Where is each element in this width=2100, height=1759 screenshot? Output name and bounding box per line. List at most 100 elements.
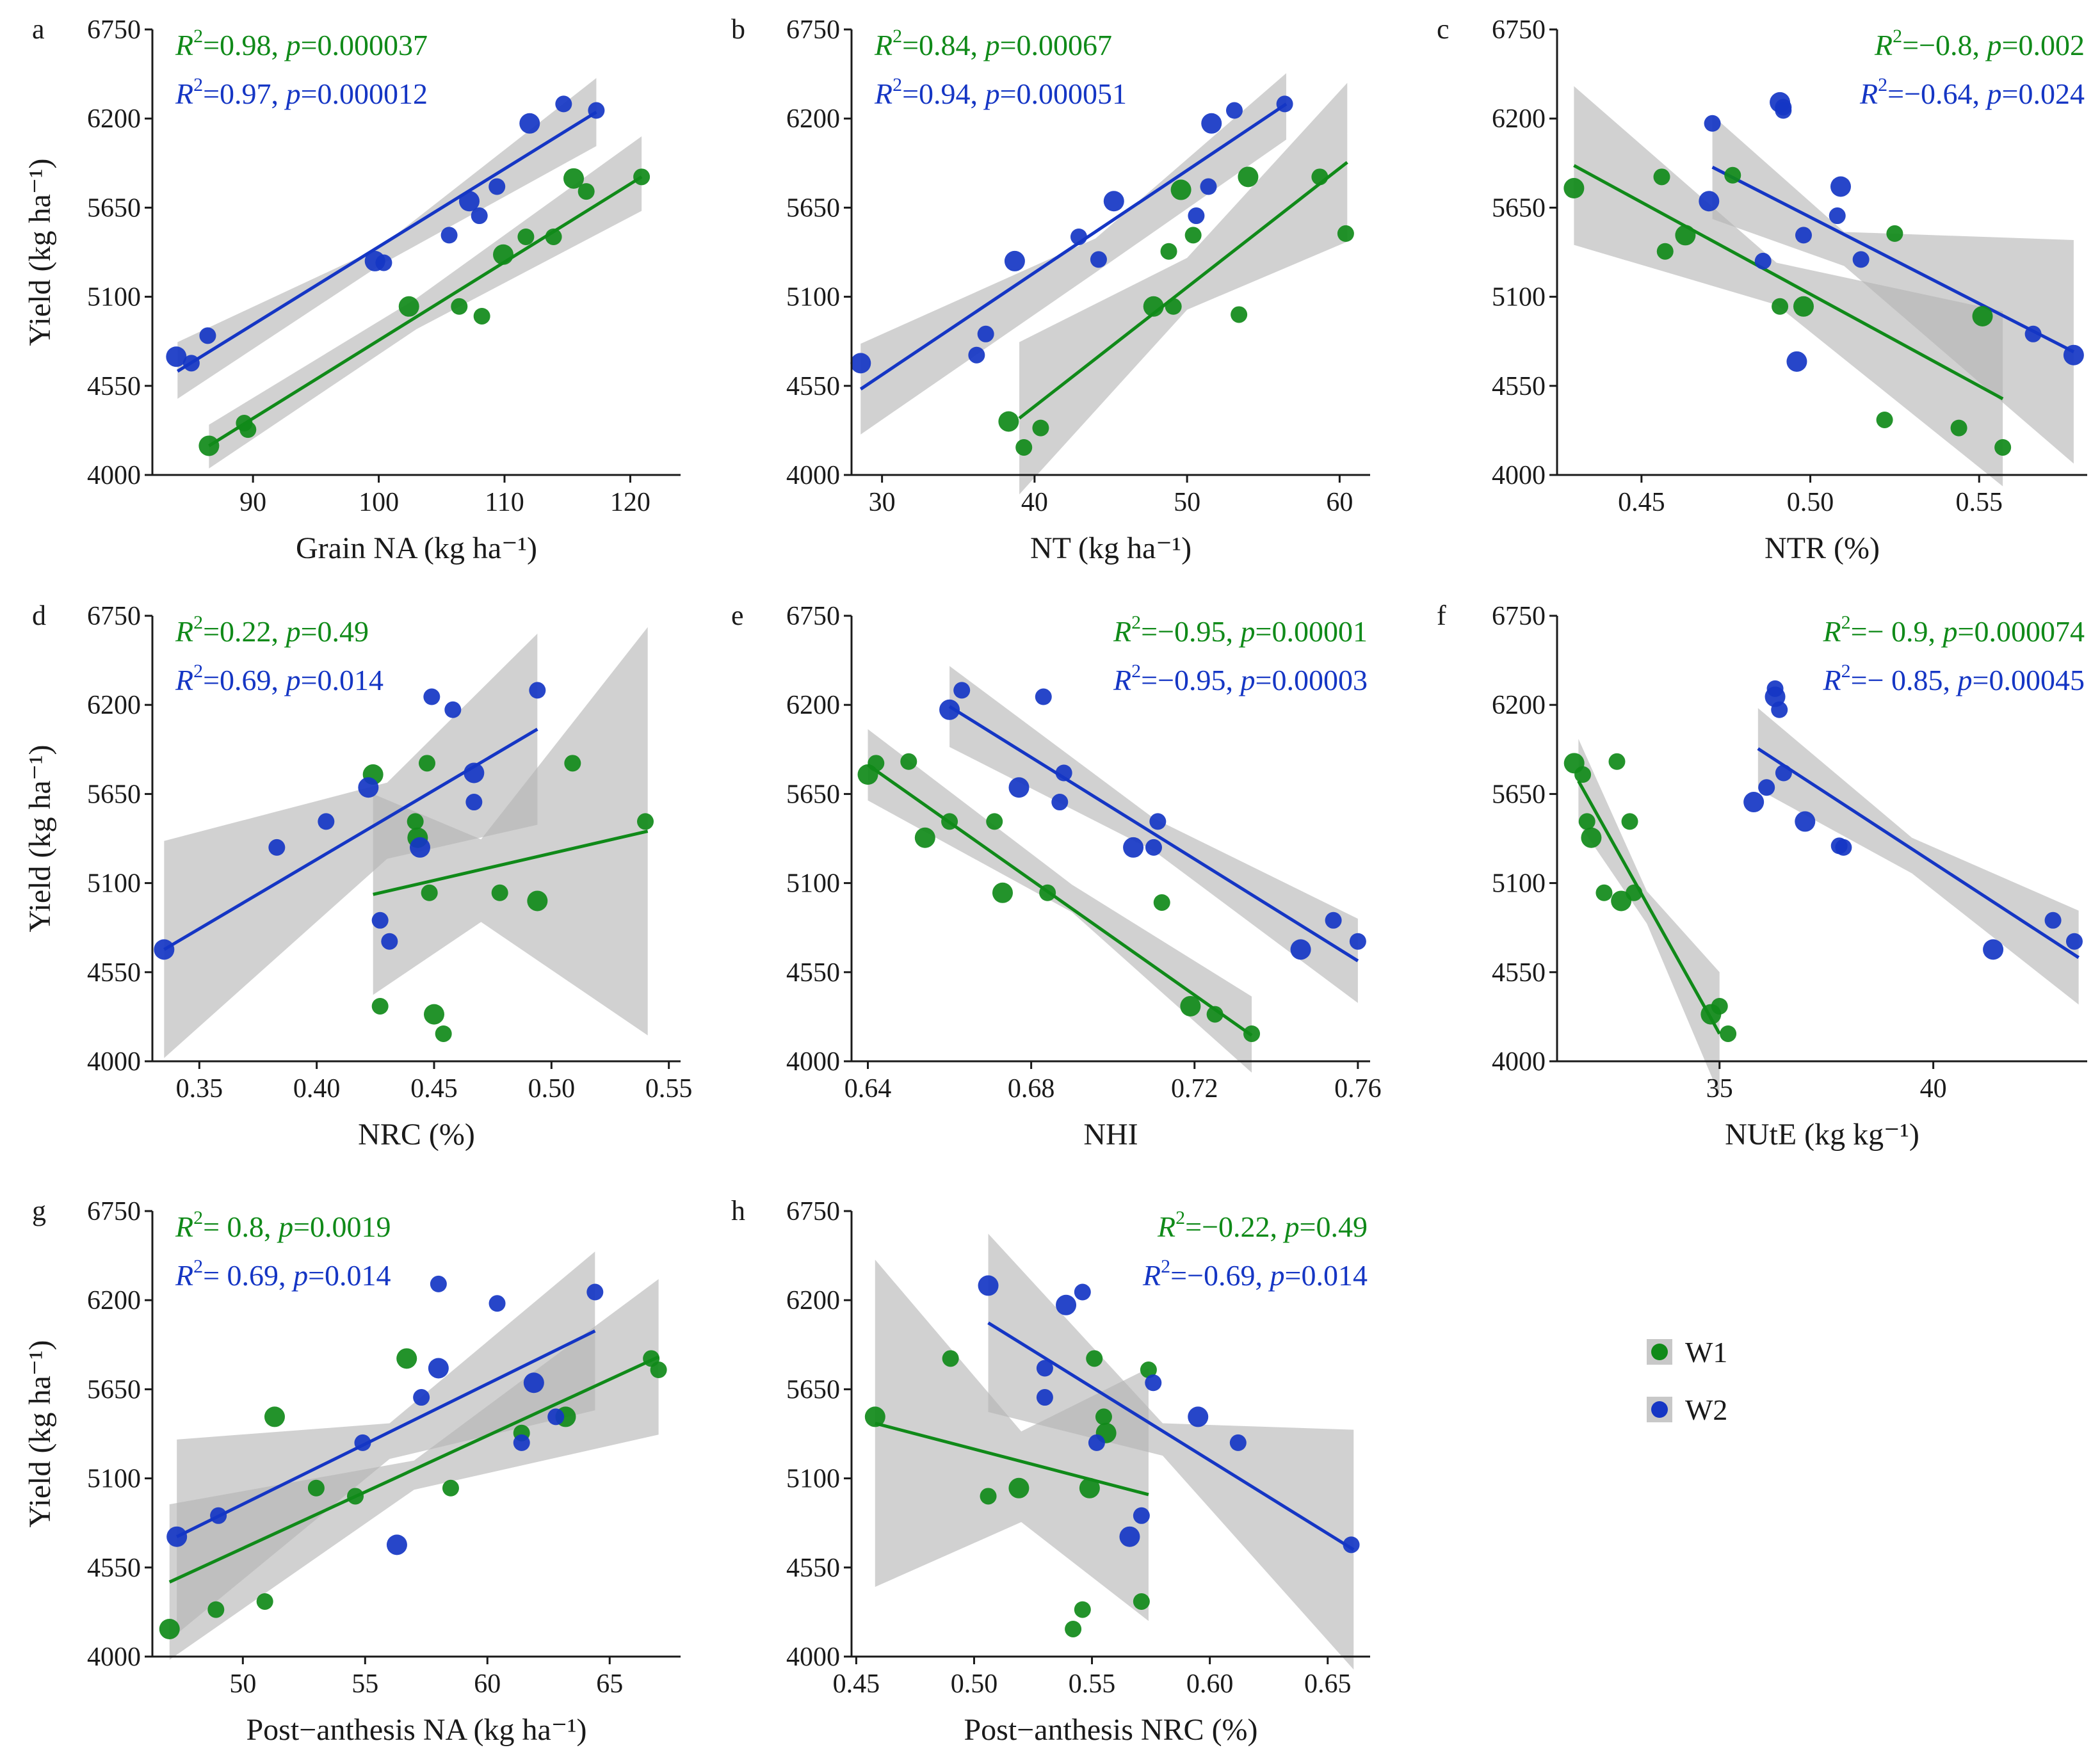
point-h-w2-7 bbox=[1133, 1507, 1150, 1524]
point-e-w1-5 bbox=[986, 813, 1003, 830]
stat-f-w2: R2=− 0.85, p=0.00045 bbox=[1823, 661, 2085, 696]
point-d-w2-7 bbox=[423, 688, 440, 705]
y-tick-label-a-3: 5650 bbox=[87, 193, 141, 223]
point-e-w2-5 bbox=[1055, 764, 1072, 782]
point-b-w2-2 bbox=[977, 325, 994, 342]
point-h-w1-1 bbox=[942, 1350, 959, 1367]
y-tick-label-b-4: 6200 bbox=[786, 104, 840, 134]
point-d-w1-7 bbox=[435, 1025, 452, 1042]
fit-line-g-w1 bbox=[168, 1355, 659, 1584]
point-g-w1-7 bbox=[442, 1479, 459, 1497]
point-f-w2-10 bbox=[2044, 912, 2062, 929]
fit-line-g-w2 bbox=[176, 1329, 596, 1538]
point-g-w2-2 bbox=[354, 1434, 371, 1451]
point-c-w2-10 bbox=[1852, 251, 1870, 268]
x-tick-label-f-1: 40 bbox=[1920, 1074, 1947, 1104]
point-h-w1-3 bbox=[1008, 1477, 1030, 1498]
point-a-w1-9 bbox=[563, 168, 585, 189]
x-tick-label-d-4: 0.55 bbox=[645, 1074, 693, 1104]
point-d-w1-4 bbox=[419, 755, 435, 772]
point-e-w2-0 bbox=[939, 699, 960, 720]
band-d-w1 bbox=[373, 627, 648, 1036]
stat-e-w2: R2=−0.95, p=0.00003 bbox=[1113, 661, 1368, 696]
band-g-w2 bbox=[177, 1251, 595, 1634]
fit-line-c-w1 bbox=[1573, 164, 2004, 401]
stat-g-w1: R2= 0.8, p=0.0019 bbox=[175, 1207, 391, 1243]
y-tick-label-g-2: 5100 bbox=[87, 1465, 141, 1494]
point-h-w2-5 bbox=[1088, 1434, 1105, 1451]
point-e-w2-4 bbox=[1051, 794, 1069, 811]
point-h-w1-10 bbox=[1133, 1593, 1150, 1610]
point-f-w1-11 bbox=[1720, 1025, 1737, 1042]
legend-w2-marker bbox=[1651, 1401, 1668, 1418]
point-f-w2-1 bbox=[1758, 779, 1775, 796]
point-g-w2-10 bbox=[547, 1408, 565, 1426]
y-tick-label-e-1: 4550 bbox=[786, 958, 840, 988]
fit-line-a-w1 bbox=[208, 175, 643, 447]
point-a-w2-10 bbox=[555, 95, 572, 113]
point-d-w1-10 bbox=[564, 755, 581, 772]
point-b-w2-11 bbox=[1276, 95, 1293, 113]
point-e-w2-11 bbox=[1349, 933, 1366, 950]
point-c-w1-7 bbox=[1876, 411, 1893, 428]
point-a-w1-0 bbox=[198, 435, 220, 456]
point-d-w2-8 bbox=[444, 701, 462, 718]
point-b-w1-1 bbox=[1015, 438, 1033, 456]
band-b-w2 bbox=[860, 73, 1286, 435]
point-f-w1-5 bbox=[1608, 753, 1626, 770]
x-tick-label-h-3: 0.60 bbox=[1186, 1669, 1234, 1699]
fit-line-c-w2 bbox=[1711, 165, 2075, 353]
y-tick-label-b-3: 5650 bbox=[786, 193, 840, 223]
legend-w1-label: W1 bbox=[1685, 1336, 1727, 1369]
panel-b: 4000 4550 5100 5650 6200 6750 30 40 50 60 b NT (kg … bbox=[731, 13, 1370, 565]
point-h-w2-6 bbox=[1119, 1526, 1140, 1547]
point-h-w2-8 bbox=[1145, 1374, 1162, 1392]
point-h-w2-9 bbox=[1188, 1406, 1209, 1427]
point-h-w1-2 bbox=[980, 1488, 997, 1505]
point-a-w1-2 bbox=[239, 421, 257, 438]
point-b-w1-0 bbox=[998, 411, 1019, 432]
point-h-w2-3 bbox=[1056, 1294, 1077, 1315]
y-tick-label-g-0: 4000 bbox=[87, 1643, 141, 1672]
point-e-w2-6 bbox=[1123, 837, 1144, 858]
fit-line-h-w1 bbox=[875, 1422, 1149, 1497]
panel-letter-g: g bbox=[32, 1195, 46, 1226]
point-c-w1-5 bbox=[1772, 298, 1789, 315]
fit-line-e-w2 bbox=[948, 705, 1359, 963]
x-tick-label-h-0: 0.45 bbox=[833, 1669, 880, 1699]
point-e-w2-7 bbox=[1145, 839, 1162, 856]
point-g-w1-6 bbox=[396, 1348, 417, 1369]
point-a-w1-7 bbox=[517, 228, 535, 245]
point-h-w2-10 bbox=[1229, 1434, 1247, 1451]
stat-a-w1: R2=0.98, p=0.000037 bbox=[175, 26, 428, 61]
point-e-w2-10 bbox=[1325, 912, 1342, 929]
stat-g-w2: R2= 0.69, p=0.014 bbox=[175, 1256, 391, 1292]
point-e-w2-9 bbox=[1290, 939, 1311, 960]
point-d-w2-5 bbox=[381, 933, 398, 950]
stat-b-w2: R2=0.94, p=0.000051 bbox=[874, 74, 1127, 110]
point-d-w2-2 bbox=[318, 813, 335, 830]
x-tick-label-b-1: 40 bbox=[1021, 488, 1048, 517]
panel-c: 4000 4550 5100 5650 6200 6750 0.45 0.50 0.55 c NTR… bbox=[1437, 13, 2087, 565]
x-axis-label-e: NHI bbox=[1083, 1118, 1138, 1152]
x-tick-label-b-0: 30 bbox=[869, 488, 896, 517]
point-g-w2-6 bbox=[428, 1358, 449, 1379]
fit-line-a-w2 bbox=[176, 110, 597, 373]
point-b-w1-5 bbox=[1165, 298, 1182, 315]
y-tick-label-e-4: 6200 bbox=[786, 691, 840, 720]
panel-g: 4000 4550 5100 5650 6200 6750 50 55 60 65 g Post−an… bbox=[23, 1195, 681, 1747]
y-tick-label-c-2: 5100 bbox=[1492, 283, 1546, 312]
point-e-w1-8 bbox=[1153, 894, 1170, 911]
point-e-w2-1 bbox=[953, 682, 971, 699]
fit-line-f-w2 bbox=[1757, 747, 2080, 960]
point-g-w2-5 bbox=[430, 1275, 447, 1292]
band-f-w1 bbox=[1578, 739, 1720, 1096]
point-a-w2-1 bbox=[182, 355, 200, 372]
point-b-w1-7 bbox=[1184, 227, 1202, 244]
x-tick-label-a-0: 90 bbox=[239, 488, 266, 517]
y-tick-label-b-1: 4550 bbox=[786, 372, 840, 401]
y-tick-label-c-4: 6200 bbox=[1492, 104, 1546, 134]
point-f-w1-1 bbox=[1574, 766, 1592, 783]
point-g-w2-11 bbox=[586, 1283, 604, 1301]
y-tick-label-a-0: 4000 bbox=[87, 461, 141, 490]
